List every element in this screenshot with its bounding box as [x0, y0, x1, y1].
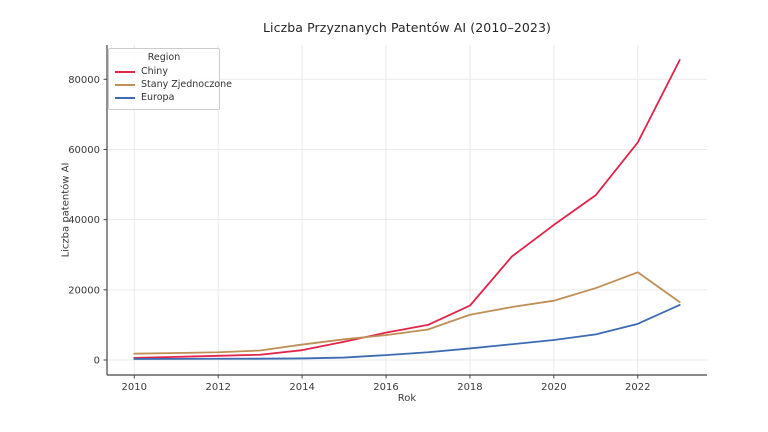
y-axis-label: Liczba patentów AI	[60, 162, 72, 258]
line-chiny	[133, 59, 681, 359]
legend-entry-europa: Europa	[115, 91, 213, 104]
y-tick-label: 40000	[68, 215, 100, 226]
y-tick-label: 80000	[68, 75, 100, 86]
legend: Region Chiny Stany Zjednoczone Europa	[108, 48, 232, 110]
x-tick-label: 2018	[457, 382, 482, 393]
legend-label-chiny: Chiny	[141, 66, 168, 77]
x-axis-label: Rok	[397, 393, 417, 404]
x-tick-label: 2016	[373, 382, 398, 393]
legend-entry-stany-zjednoczone: Stany Zjednoczone	[115, 78, 232, 91]
legend-swatch-europa	[115, 96, 135, 99]
legend-label-europa: Europa	[141, 92, 175, 103]
legend-swatch-stany-zjednoczone	[115, 83, 135, 86]
y-tick-label: 0	[94, 356, 100, 367]
y-tick-label: 20000	[68, 285, 100, 296]
x-tick-label: 2020	[541, 382, 566, 393]
y-tick-label: 60000	[68, 145, 100, 156]
legend-swatch-chiny	[115, 70, 135, 73]
x-tick-label: 2022	[625, 382, 650, 393]
line-europa	[133, 304, 681, 360]
x-tick-label: 2014	[289, 382, 314, 393]
x-tick-label: 2010	[122, 382, 147, 393]
x-tick-label: 2012	[205, 382, 230, 393]
line-stany-zjednoczone	[133, 271, 681, 355]
legend-label-stany-zjednoczone: Stany Zjednoczone	[141, 79, 232, 90]
chart-title: Liczba Przyznanych Patentów AI (2010–202…	[262, 20, 552, 35]
legend-title: Region	[147, 52, 181, 63]
legend-entry-chiny: Chiny	[115, 65, 213, 78]
